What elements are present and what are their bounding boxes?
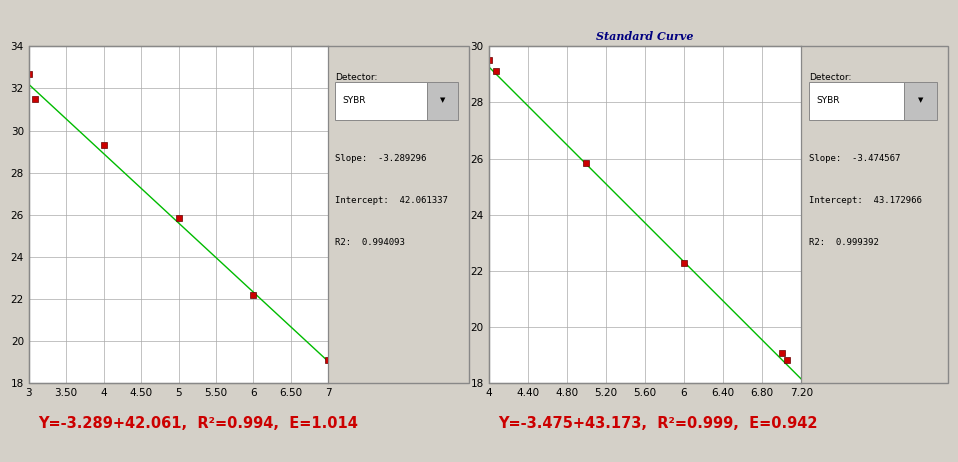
Text: Intercept:  43.172966: Intercept: 43.172966 [809, 196, 922, 205]
Text: Standard Curve: Standard Curve [596, 30, 694, 42]
Text: Slope:  -3.474567: Slope: -3.474567 [809, 154, 900, 163]
Text: ▼: ▼ [918, 97, 924, 103]
Text: Intercept:  42.061337: Intercept: 42.061337 [335, 196, 448, 205]
FancyBboxPatch shape [904, 82, 937, 121]
FancyBboxPatch shape [809, 82, 904, 121]
Text: R2:  0.994093: R2: 0.994093 [335, 238, 405, 248]
Text: Slope:  -3.289296: Slope: -3.289296 [335, 154, 427, 163]
Text: Detector:: Detector: [335, 73, 377, 82]
Text: Detector:: Detector: [809, 73, 851, 82]
FancyBboxPatch shape [427, 82, 458, 121]
Text: SYBR: SYBR [816, 96, 839, 105]
Text: ▼: ▼ [440, 97, 445, 103]
Text: Y=-3.475+43.173,  R²=0.999,  E=0.942: Y=-3.475+43.173, R²=0.999, E=0.942 [498, 416, 818, 431]
Text: SYBR: SYBR [343, 96, 366, 105]
Text: R2:  0.999392: R2: 0.999392 [809, 238, 878, 248]
Text: Y=-3.289+42.061,  R²=0.994,  E=1.014: Y=-3.289+42.061, R²=0.994, E=1.014 [38, 416, 358, 431]
FancyBboxPatch shape [335, 82, 427, 121]
